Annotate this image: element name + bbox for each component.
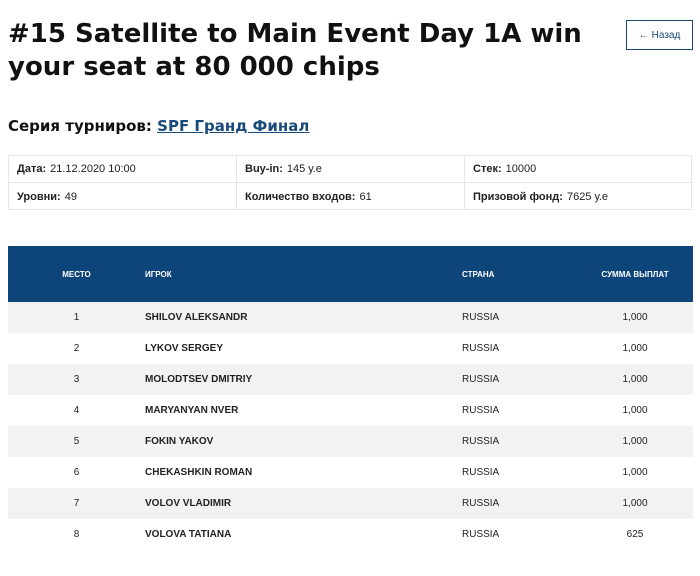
info-entries: Количество входов: 61 [237, 183, 465, 210]
cell-country: RUSSIA [462, 374, 500, 385]
info-buyin-label: Buy-in: [245, 163, 283, 175]
info-prize: Призовой фонд: 7625 у.е [465, 183, 693, 210]
table-row: 7 VOLOV VLADIMIR RUSSIA 1,000 [8, 488, 693, 519]
cell-country: RUSSIA [462, 529, 500, 540]
table-row: 8 VOLOVA TATIANA RUSSIA 625 [8, 519, 693, 550]
back-button[interactable]: ← Назад [626, 20, 693, 50]
cell-sum: 1,000 [622, 343, 648, 354]
info-buyin: Buy-in: 145 у.е [237, 156, 465, 183]
cell-country: RUSSIA [462, 436, 500, 447]
header-place: Место [62, 269, 91, 279]
cell-place: 2 [73, 343, 80, 354]
tournament-series: Серия турниров: SPF Гранд Финал [8, 117, 309, 135]
info-date-label: Дата: [17, 163, 47, 175]
cell-country: RUSSIA [462, 498, 500, 509]
cell-sum: 1,000 [622, 498, 648, 509]
header-country: Страна [462, 269, 495, 279]
cell-place: 6 [73, 467, 80, 478]
info-prize-label: Призовой фонд: [473, 190, 563, 203]
table-header-row: Место Игрок Страна Сумма выплат [8, 246, 693, 302]
info-entries-value: 61 [359, 190, 372, 203]
info-stack-label: Стек: [473, 163, 502, 175]
cell-sum: 1,000 [622, 312, 648, 323]
cell-player: CHEKASHKIN ROMAN [145, 467, 253, 478]
cell-country: RUSSIA [462, 312, 500, 323]
results-table: Место Игрок Страна Сумма выплат 1 SHILOV… [8, 246, 693, 550]
cell-country: RUSSIA [462, 405, 500, 416]
cell-place: 7 [73, 498, 80, 509]
cell-place: 1 [73, 312, 80, 323]
cell-player: LYKOV SERGEY [145, 343, 223, 354]
cell-place: 8 [73, 529, 80, 540]
cell-player: MARYANYAN NVER [145, 405, 239, 416]
header-player: Игрок [145, 269, 172, 279]
cell-player: FOKIN YAKOV [145, 436, 214, 447]
tournament-info: Дата: 21.12.2020 10:00 Buy-in: 145 у.е С… [8, 155, 693, 210]
table-row: 5 FOKIN YAKOV RUSSIA 1,000 [8, 426, 693, 457]
info-date-value: 21.12.2020 10:00 [50, 163, 136, 175]
info-stack: Стек: 10000 [465, 156, 693, 183]
table-row: 6 CHEKASHKIN ROMAN RUSSIA 1,000 [8, 457, 693, 488]
cell-player: VOLOVA TATIANA [145, 529, 232, 540]
table-row: 1 SHILOV ALEKSANDR RUSSIA 1,000 [8, 302, 693, 333]
table-row: 3 MOLODTSEV DMITRIY RUSSIA 1,000 [8, 364, 693, 395]
cell-sum: 1,000 [622, 467, 648, 478]
table-row: 2 LYKOV SERGEY RUSSIA 1,000 [8, 333, 693, 364]
cell-player: VOLOV VLADIMIR [145, 498, 232, 509]
cell-place: 4 [73, 405, 80, 416]
cell-place: 3 [73, 374, 80, 385]
series-label: Серия турниров: [8, 117, 152, 135]
cell-sum: 1,000 [622, 405, 648, 416]
cell-sum: 1,000 [622, 374, 648, 385]
series-link[interactable]: SPF Гранд Финал [157, 117, 310, 135]
info-prize-value: 7625 у.е [566, 190, 609, 203]
cell-place: 5 [73, 436, 80, 447]
info-levels-label: Уровни: [17, 190, 61, 203]
cell-player: SHILOV ALEKSANDR [145, 312, 248, 323]
info-date: Дата: 21.12.2020 10:00 [9, 156, 237, 183]
cell-country: RUSSIA [462, 467, 500, 478]
page-title: #15 Satellite to Main Event Day 1A win y… [8, 19, 582, 82]
cell-sum: 625 [626, 529, 644, 540]
info-entries-label: Количество входов: [245, 190, 356, 203]
info-levels-value: 49 [64, 190, 77, 203]
cell-country: RUSSIA [462, 343, 500, 354]
info-buyin-value: 145 у.е [286, 163, 322, 175]
info-levels: Уровни: 49 [9, 183, 237, 210]
header-sum: Сумма выплат [601, 269, 669, 279]
arrow-left-icon: ← [638, 29, 649, 41]
cell-player: MOLODTSEV DMITRIY [145, 374, 253, 385]
info-stack-value: 10000 [505, 163, 537, 175]
cell-sum: 1,000 [622, 436, 648, 447]
back-button-label: Назад [651, 29, 681, 41]
table-row: 4 MARYANYAN NVER RUSSIA 1,000 [8, 395, 693, 426]
